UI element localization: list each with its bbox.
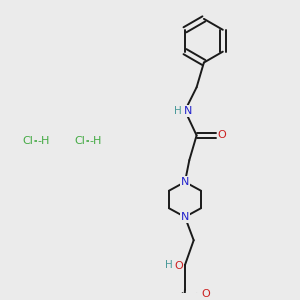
Text: -H: -H (90, 136, 102, 146)
Text: N: N (184, 106, 193, 116)
Text: H: H (165, 260, 173, 270)
Text: N: N (181, 177, 189, 187)
Text: O: O (174, 262, 183, 272)
Text: -H: -H (38, 136, 50, 146)
Text: O: O (202, 289, 211, 299)
Text: Cl: Cl (75, 136, 86, 146)
Text: Cl: Cl (22, 136, 33, 146)
Text: H: H (174, 106, 182, 116)
Text: N: N (181, 212, 189, 222)
Text: O: O (218, 130, 226, 140)
